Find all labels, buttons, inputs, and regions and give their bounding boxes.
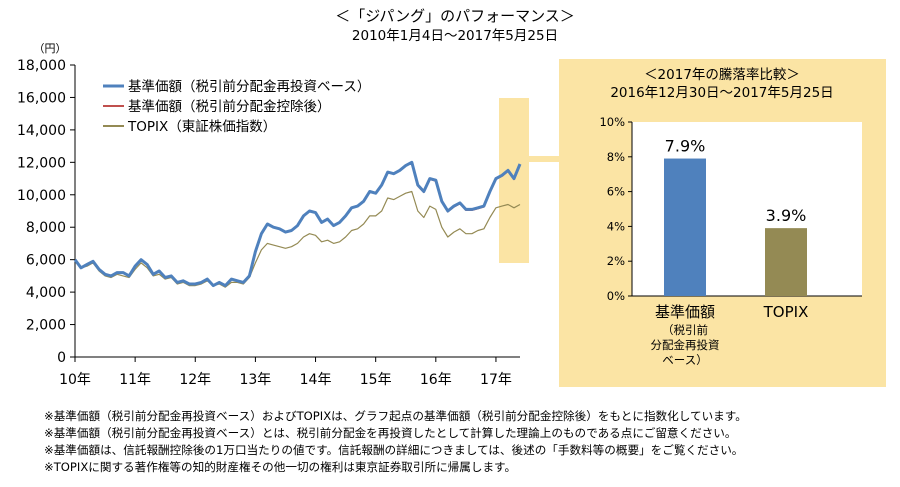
y-axis-unit: （円）: [34, 42, 67, 55]
inset-y-tick-label: 0%: [607, 289, 625, 303]
y-tick-label: 4,000: [26, 285, 66, 301]
inset-y-tick-label: 2%: [607, 254, 625, 268]
bar-0: [664, 158, 706, 296]
y-tick-label: 14,000: [17, 123, 66, 139]
x-tick-label: 14年: [300, 372, 332, 388]
legend-label: TOPIX（東証株価指数）: [127, 119, 276, 135]
series-line-0: [73, 160, 522, 288]
y-tick-label: 6,000: [26, 253, 66, 269]
inset-title: ＜2017年の騰落率比較＞: [644, 66, 800, 83]
inset-y-tick-label: 4%: [607, 219, 625, 233]
x-tick-label: 10年: [59, 372, 91, 388]
x-tick-label: 16年: [420, 372, 452, 388]
line-chart: ＜「ジパング」のパフォーマンス＞ 2010年1月4日～2017年5月25日 （円） 0…: [17, 7, 575, 388]
bar-category-sublabel: （税引前: [662, 323, 708, 337]
inset-y-tick-label: 6%: [607, 185, 625, 199]
footnote: ※基準価額（税引前分配金再投資ベース）とは、税引前分配金を再投資したとして計算し…: [44, 426, 737, 440]
x-tick-label: 17年: [480, 372, 512, 388]
bar-category-sublabel: 分配金再投資: [651, 338, 720, 352]
bar-category-label: TOPIX: [763, 303, 809, 321]
chart-subtitle: 2010年1月4日～2017年5月25日: [352, 28, 558, 44]
bar-1: [765, 228, 807, 296]
footnote: ※TOPIXに関する著作権等の知的財産権その他一切の権利は東京証券取引所に帰属し…: [44, 460, 517, 474]
y-tick-label: 8,000: [26, 220, 66, 236]
y-tick-label: 10,000: [17, 188, 66, 204]
bar-category-sublabel: ベース）: [662, 353, 707, 367]
bar-value-label: 3.9%: [766, 206, 807, 225]
footnotes: ※基準価額（税引前分配金再投資ベース）およびTOPIXは、グラフ起点の基準価額（…: [44, 408, 894, 476]
y-tick-label: 12,000: [17, 155, 66, 171]
y-tick-label: 16,000: [17, 90, 66, 106]
legend-label: 基準価額（税引前分配金再投資ベース）: [128, 78, 370, 95]
footnote: ※基準価額（税引前分配金再投資ベース）およびTOPIXは、グラフ起点の基準価額（…: [44, 409, 747, 423]
inset-subtitle: 2016年12月30日～2017年5月25日: [610, 85, 833, 101]
footnote: ※基準価額は、信託報酬控除後の1万口当たりの値です。信託報酬の詳細につきましては…: [44, 443, 744, 457]
inset-y-tick-label: 10%: [599, 115, 625, 129]
x-tick-label: 15年: [360, 372, 392, 388]
chart-title: ＜「ジパング」のパフォーマンス＞: [335, 7, 575, 25]
y-tick-label: 2,000: [26, 318, 66, 334]
x-tick-label: 13年: [239, 372, 271, 388]
bar-value-label: 7.9%: [665, 137, 706, 156]
highlight-band-2017: [499, 98, 529, 263]
highlight-connector: [529, 156, 559, 162]
y-tick-label: 0: [57, 350, 66, 366]
inset-y-tick-label: 8%: [607, 150, 625, 164]
x-tick-label: 12年: [179, 372, 211, 388]
bar-category-label: 基準価額: [655, 303, 715, 321]
legend-label: 基準価額（税引前分配金控除後）: [128, 98, 331, 115]
y-tick-label: 18,000: [17, 58, 66, 74]
x-tick-label: 11年: [119, 372, 151, 388]
bar-chart: ＜2017年の騰落率比較＞ 2016年12月30日～2017年5月25日 0% 2% 4…: [599, 66, 862, 367]
